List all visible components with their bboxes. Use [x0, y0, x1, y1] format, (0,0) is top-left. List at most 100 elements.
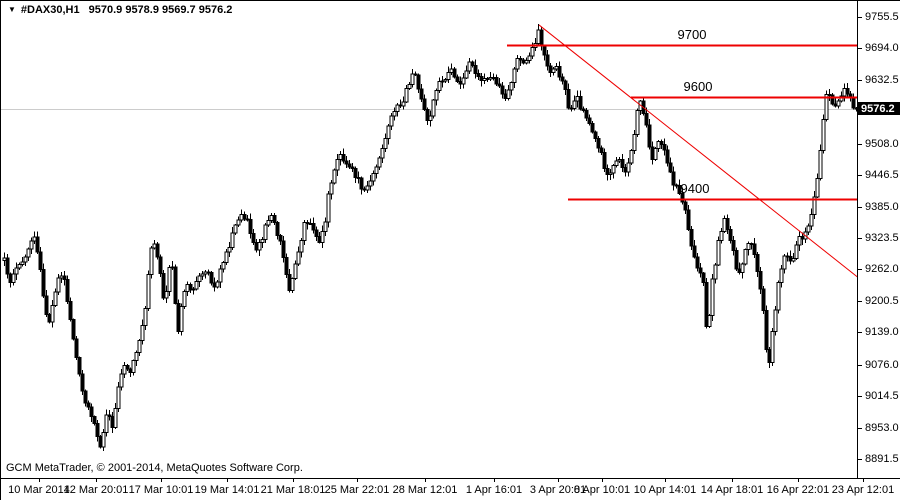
time-tick — [602, 479, 603, 482]
candle-body — [17, 264, 22, 269]
candle-body — [242, 214, 247, 220]
candle-body — [671, 171, 676, 186]
candle-body — [428, 115, 433, 121]
candle-body — [653, 147, 658, 161]
candle-body — [296, 251, 301, 265]
candle-body — [431, 99, 436, 117]
price-tick — [858, 396, 862, 397]
candle-body — [791, 257, 796, 262]
price-tick-label: 9262.0 — [865, 263, 899, 275]
candlestick-canvas[interactable] — [1, 1, 857, 478]
price-tick — [858, 301, 862, 302]
level-label-9600: 9600 — [683, 78, 713, 94]
candle-body — [725, 217, 730, 231]
price-tick-label: 9755.5 — [865, 11, 899, 23]
candle-body — [23, 256, 28, 263]
candle-body — [464, 70, 469, 79]
time-tick-label: 25 Mar 22:01 — [324, 484, 390, 496]
candle-body — [794, 244, 799, 259]
candle-body — [572, 100, 577, 110]
candle-body — [353, 168, 358, 178]
time-tick-label: 12 Mar 20:01 — [63, 484, 129, 496]
candle-body — [314, 229, 319, 238]
candle-body — [524, 60, 529, 64]
candle-body — [527, 55, 532, 62]
price-tick-label: 8891.5 — [865, 453, 899, 465]
candle-body — [95, 423, 100, 438]
candle-body — [293, 263, 298, 280]
candle-body — [854, 107, 857, 110]
candle-body — [620, 159, 625, 169]
candle-body — [539, 29, 544, 47]
candle-body — [782, 255, 787, 270]
candle-body — [323, 221, 328, 232]
candle-body — [56, 277, 61, 293]
candle-body — [455, 76, 460, 82]
candle-body — [542, 45, 547, 56]
candle-body — [683, 201, 688, 211]
time-tick-label: 14 Apr 18:01 — [700, 484, 764, 496]
time-tick — [96, 479, 97, 482]
candle-body — [104, 414, 109, 434]
candle-body — [350, 166, 355, 170]
candle-body — [461, 77, 466, 85]
candle-body — [116, 386, 121, 409]
candle-body — [467, 61, 472, 72]
candle-body — [713, 264, 718, 280]
candle-body — [302, 221, 307, 241]
candle-body — [416, 74, 421, 90]
candle-body — [668, 162, 673, 173]
candle-body — [422, 98, 427, 111]
candle-body — [119, 373, 124, 388]
candle-body — [383, 138, 388, 150]
candle-body — [551, 68, 556, 73]
candle-body — [740, 263, 745, 273]
time-tick — [494, 479, 495, 482]
candle-body — [563, 80, 568, 90]
price-tick-label: 9632.5 — [865, 74, 899, 86]
candle-body — [452, 68, 457, 78]
candle-body — [374, 166, 379, 174]
price-axis[interactable]: 9755.5 9694.0 9632.5 9508.0 9446.5 9385.0 9323… — [858, 1, 900, 478]
price-tick — [858, 332, 862, 333]
time-tick — [357, 479, 358, 482]
candle-body — [347, 163, 352, 168]
candle-body — [830, 94, 835, 105]
candle-body — [758, 271, 763, 290]
candle-body — [266, 219, 271, 226]
candle-body — [425, 109, 430, 121]
candle-body — [188, 283, 193, 291]
time-axis[interactable]: 10 Mar 2014 12 Mar 20:01 17 Mar 10:01 19 Ma… — [1, 478, 900, 502]
price-tick-label: 9014.5 — [865, 390, 899, 402]
candle-body — [701, 272, 706, 283]
candle-body — [773, 309, 778, 333]
candle-body — [494, 77, 499, 85]
candle-body — [662, 144, 667, 151]
candle-body — [689, 228, 694, 247]
time-tick — [425, 479, 426, 482]
candle-body — [107, 414, 112, 417]
chart-plot-area[interactable]: ▼ #DAX30,H1 9570.9 9578.9 9569.7 9576.2 97… — [1, 1, 858, 478]
chart-dropdown-icon[interactable]: ▼ — [8, 5, 16, 14]
candle-body — [299, 239, 304, 253]
time-tick — [39, 479, 40, 482]
candle-body — [389, 115, 394, 127]
candle-body — [824, 94, 829, 120]
candle-body — [752, 243, 757, 256]
candle-body — [284, 257, 289, 275]
candle-body — [20, 261, 25, 266]
candle-body — [545, 54, 550, 67]
candle-body — [134, 352, 139, 362]
candle-body — [278, 235, 283, 242]
candle-body — [260, 238, 265, 243]
price-tick-label: 9694.0 — [865, 42, 899, 54]
candle-body — [182, 291, 187, 308]
candle-body — [530, 47, 535, 57]
time-tick — [798, 479, 799, 482]
trendline[interactable] — [538, 24, 857, 278]
candle-body — [599, 147, 604, 154]
candle-body — [434, 89, 439, 101]
candle-body — [335, 159, 340, 171]
candle-body — [815, 178, 820, 198]
